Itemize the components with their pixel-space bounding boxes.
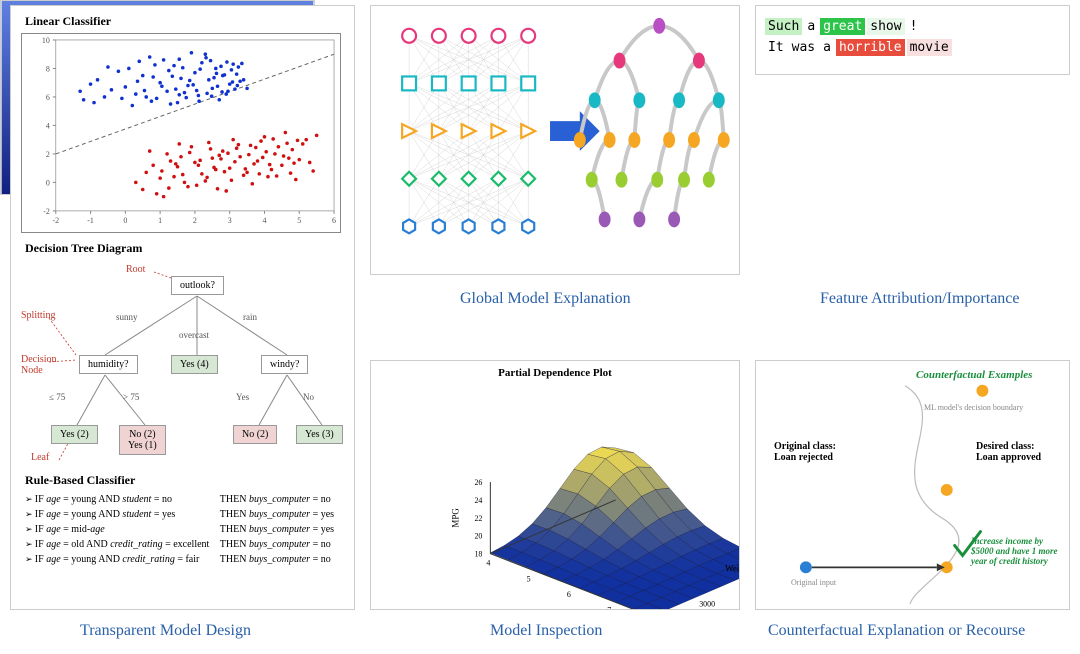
rules-title: Rule-Based Classifier <box>25 473 354 488</box>
transparent-model-panel: Linear Classifier -2 -1 0 1 2 3 4 5 6 -2 0 2 4 6 8 10 D… <box>10 5 355 610</box>
rules-list: IF age = young AND student = noTHEN buys… <box>25 492 340 567</box>
svg-text:-1: -1 <box>87 216 94 225</box>
svg-text:7: 7 <box>607 606 611 609</box>
svg-text:6: 6 <box>332 216 336 225</box>
svg-text:10: 10 <box>42 36 50 45</box>
rule-item: IF age = old AND credit_rating = excelle… <box>25 537 340 552</box>
svg-text:6: 6 <box>567 590 571 599</box>
counterfactual-panel: Counterfactual Examples Original class:L… <box>755 360 1070 610</box>
tree-annotation: Root <box>126 264 145 275</box>
tree-node: No (2)Yes (1) <box>119 425 166 455</box>
scatter-title: Linear Classifier <box>25 14 354 29</box>
svg-text:26: 26 <box>474 478 482 487</box>
svg-text:22: 22 <box>474 514 482 523</box>
caption-1: Transparent Model Design <box>80 622 251 640</box>
svg-text:4: 4 <box>46 121 50 130</box>
attribution-token: show <box>867 18 904 35</box>
svg-text:6: 6 <box>46 93 50 102</box>
tree-node: Yes (4) <box>171 355 218 374</box>
rule-item: IF age = young AND student = noTHEN buys… <box>25 492 340 507</box>
tree-annotation: Splitting <box>21 310 55 321</box>
tree-edge-label: overcast <box>179 330 209 340</box>
rule-item: IF age = mid-ageTHEN buys_computer = yes <box>25 522 340 537</box>
tree-edge-label: ≤ 75 <box>49 392 65 402</box>
svg-text:3000: 3000 <box>699 599 715 608</box>
model-inspection-panel: Partial Dependence Plot 18 20 22 24 26 MPG 4 5 6… <box>370 360 740 610</box>
rule-item: IF age = young AND credit_rating = fairT… <box>25 552 340 567</box>
cf-left-label: Original class:Loan rejected <box>774 441 836 463</box>
tree-edge-label: rain <box>243 312 257 322</box>
attribution-token: horrible <box>836 39 905 56</box>
tree-node: humidity? <box>79 355 138 374</box>
caption-4: Model Inspection <box>490 622 602 640</box>
svg-text:18: 18 <box>474 550 482 559</box>
attribution-token: was <box>789 39 818 56</box>
cf-right-label: Desired class:Loan approved <box>976 441 1041 463</box>
svg-text:0: 0 <box>46 178 50 187</box>
svg-text:3: 3 <box>228 216 232 225</box>
cf-svg <box>756 361 1069 609</box>
tree-edge-label: > 75 <box>123 392 139 402</box>
svg-text:5: 5 <box>297 216 301 225</box>
svg-text:-2: -2 <box>52 216 59 225</box>
tree-annotation: Leaf <box>31 452 49 463</box>
attribution-line: Suchagreatshow! <box>764 18 1061 35</box>
tree-node: Yes (3) <box>296 425 343 444</box>
svg-text:4: 4 <box>262 216 266 225</box>
caption-2: Global Model Explanation <box>460 290 631 308</box>
attribution-line: Itwasahorriblemovie <box>764 39 1061 56</box>
tree-edge-label: Yes <box>236 392 249 402</box>
linear-classifier-scatter: -2 -1 0 1 2 3 4 5 6 -2 0 2 4 6 8 10 <box>21 33 341 233</box>
svg-text:8: 8 <box>46 64 50 73</box>
attribution-token: a <box>804 18 818 35</box>
nn-to-tree-svg <box>371 6 739 274</box>
cf-recourse-text: Increase income by $5000 and have 1 more… <box>971 536 1066 566</box>
attribution-token: Such <box>765 18 802 35</box>
attribution-token: a <box>820 39 834 56</box>
global-explanation-panel <box>370 5 740 275</box>
svg-text:20: 20 <box>474 532 482 541</box>
svg-text:MPG: MPG <box>451 508 461 528</box>
tree-edge-label: sunny <box>116 312 138 322</box>
tree-node: windy? <box>261 355 308 374</box>
attribution-token: great <box>820 18 865 35</box>
tree-title: Decision Tree Diagram <box>25 241 354 256</box>
cf-boundary-label: ML model's decision boundary <box>924 403 1023 412</box>
svg-text:1: 1 <box>158 216 162 225</box>
svg-text:-2: -2 <box>43 207 50 216</box>
rule-item: IF age = young AND student = yesTHEN buy… <box>25 507 340 522</box>
attribution-token: ! <box>907 18 921 35</box>
attribution-token: movie <box>907 39 952 56</box>
caption-3: Feature Attribution/Importance <box>820 290 1020 308</box>
tree-annotation: DecisionNode <box>21 354 57 376</box>
tree-node: outlook? <box>171 276 224 295</box>
svg-text:2: 2 <box>193 216 197 225</box>
tree-edge-label: No <box>303 392 314 402</box>
cf-input-label: Original input <box>791 578 836 587</box>
svg-text:4: 4 <box>486 559 490 568</box>
decision-tree: outlook? humidity? Yes (4) windy? Yes (2) No … <box>21 260 344 465</box>
tree-node: Yes (2) <box>51 425 98 444</box>
svg-text:2: 2 <box>46 150 50 159</box>
text-attribution-panel: Suchagreatshow!Itwasahorriblemovie <box>755 5 1070 75</box>
svg-text:5: 5 <box>527 574 531 583</box>
svg-text:0: 0 <box>123 216 127 225</box>
pdp-svg: 1820222426MPG45678Cylinders2000300040005… <box>371 379 739 609</box>
svg-text:Weight: Weight <box>725 564 739 574</box>
tree-node: No (2) <box>233 425 277 444</box>
caption-5: Counterfactual Explanation or Recourse <box>768 622 1025 640</box>
scatter-svg: -2 -1 0 1 2 3 4 5 6 -2 0 2 4 6 8 10 <box>22 34 340 233</box>
svg-text:24: 24 <box>474 496 482 505</box>
attribution-token: It <box>765 39 787 56</box>
pdp-title: Partial Dependence Plot <box>371 367 739 379</box>
